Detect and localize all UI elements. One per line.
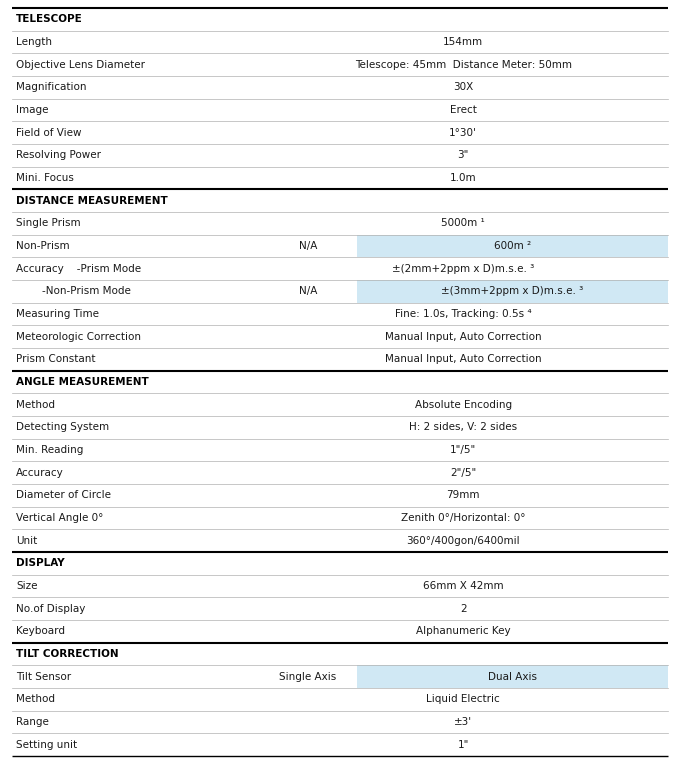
Text: Erect: Erect xyxy=(449,105,477,115)
Bar xyxy=(357,280,668,303)
Text: DISPLAY: DISPLAY xyxy=(16,558,65,568)
Text: Dual Axis: Dual Axis xyxy=(488,672,537,681)
Text: Min. Reading: Min. Reading xyxy=(16,445,84,455)
Bar xyxy=(357,235,668,257)
Text: 79mm: 79mm xyxy=(446,490,480,500)
Text: 360°/400gon/6400mil: 360°/400gon/6400mil xyxy=(406,536,520,545)
Text: TILT CORRECTION: TILT CORRECTION xyxy=(16,649,119,659)
Text: N/A: N/A xyxy=(299,286,317,296)
Text: Accuracy: Accuracy xyxy=(16,468,64,478)
Text: Non-Prism: Non-Prism xyxy=(16,241,70,251)
Text: 1": 1" xyxy=(458,740,469,749)
Text: Fine: 1.0s, Tracking: 0.5s ⁴: Fine: 1.0s, Tracking: 0.5s ⁴ xyxy=(395,309,531,319)
Text: Liquid Electric: Liquid Electric xyxy=(426,694,500,704)
Text: 2: 2 xyxy=(460,604,466,613)
Text: DISTANCE MEASUREMENT: DISTANCE MEASUREMENT xyxy=(16,196,168,206)
Text: Mini. Focus: Mini. Focus xyxy=(16,173,74,183)
Text: No.of Display: No.of Display xyxy=(16,604,86,613)
Text: 154mm: 154mm xyxy=(443,37,483,47)
Text: 600m ²: 600m ² xyxy=(494,241,531,251)
Text: Single Prism: Single Prism xyxy=(16,219,81,228)
Text: 66mm X 42mm: 66mm X 42mm xyxy=(423,581,503,591)
Text: -Non-Prism Mode: -Non-Prism Mode xyxy=(16,286,131,296)
Text: Method: Method xyxy=(16,400,55,410)
Text: 3": 3" xyxy=(458,151,469,160)
Text: Detecting System: Detecting System xyxy=(16,422,109,432)
Text: Manual Input, Auto Correction: Manual Input, Auto Correction xyxy=(385,332,541,342)
Text: ANGLE MEASUREMENT: ANGLE MEASUREMENT xyxy=(16,377,149,387)
Text: Vertical Angle 0°: Vertical Angle 0° xyxy=(16,513,103,523)
Text: 5000m ¹: 5000m ¹ xyxy=(441,219,485,228)
Text: Resolving Power: Resolving Power xyxy=(16,151,101,160)
Text: Meteorologic Correction: Meteorologic Correction xyxy=(16,332,141,342)
Text: Measuring Time: Measuring Time xyxy=(16,309,99,319)
Text: H: 2 sides, V: 2 sides: H: 2 sides, V: 2 sides xyxy=(409,422,517,432)
Text: Image: Image xyxy=(16,105,49,115)
Text: 2"/5": 2"/5" xyxy=(450,468,476,478)
Text: Single Axis: Single Axis xyxy=(279,672,337,681)
Text: Accuracy    -Prism Mode: Accuracy -Prism Mode xyxy=(16,264,141,274)
Text: 1.0m: 1.0m xyxy=(449,173,477,183)
Bar xyxy=(357,665,668,688)
Text: Prism Constant: Prism Constant xyxy=(16,354,96,364)
Text: Field of View: Field of View xyxy=(16,128,82,138)
Text: Telescope: 45mm  Distance Meter: 50mm: Telescope: 45mm Distance Meter: 50mm xyxy=(354,60,572,70)
Text: ±(2mm+2ppm x D)m.s.e. ³: ±(2mm+2ppm x D)m.s.e. ³ xyxy=(392,264,534,274)
Text: Setting unit: Setting unit xyxy=(16,740,78,749)
Text: TELESCOPE: TELESCOPE xyxy=(16,15,83,24)
Text: Tilt Sensor: Tilt Sensor xyxy=(16,672,71,681)
Text: ±(3mm+2ppm x D)m.s.e. ³: ±(3mm+2ppm x D)m.s.e. ³ xyxy=(441,286,583,296)
Text: Method: Method xyxy=(16,694,55,704)
Text: Length: Length xyxy=(16,37,52,47)
Text: Alphanumeric Key: Alphanumeric Key xyxy=(415,626,511,636)
Text: 1"/5": 1"/5" xyxy=(450,445,476,455)
Text: Absolute Encoding: Absolute Encoding xyxy=(415,400,511,410)
Text: Unit: Unit xyxy=(16,536,37,545)
Text: 30X: 30X xyxy=(453,83,473,92)
Text: Objective Lens Diameter: Objective Lens Diameter xyxy=(16,60,146,70)
Text: 1°30': 1°30' xyxy=(449,128,477,138)
Text: Zenith 0°/Horizontal: 0°: Zenith 0°/Horizontal: 0° xyxy=(401,513,526,523)
Text: Magnification: Magnification xyxy=(16,83,87,92)
Text: Range: Range xyxy=(16,717,49,727)
Text: ±3': ±3' xyxy=(454,717,472,727)
Text: Keyboard: Keyboard xyxy=(16,626,65,636)
Text: Size: Size xyxy=(16,581,37,591)
Text: Diameter of Circle: Diameter of Circle xyxy=(16,490,112,500)
Text: Manual Input, Auto Correction: Manual Input, Auto Correction xyxy=(385,354,541,364)
Text: N/A: N/A xyxy=(299,241,317,251)
